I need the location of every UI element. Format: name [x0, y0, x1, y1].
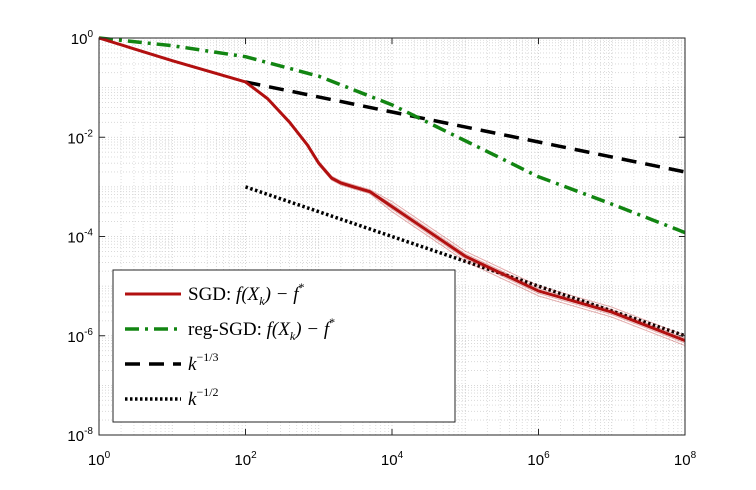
y-tick-label-exponent: 0: [87, 29, 93, 40]
legend-label-part: *: [329, 315, 335, 329]
y-tick-label-exponent: -6: [84, 327, 93, 338]
series-k-1-3-line: [245, 80, 686, 174]
x-tick-labels: 100 102 104 106 108: [88, 450, 697, 469]
x-tick-label-base: 10: [234, 452, 251, 469]
legend-label-part: k: [188, 389, 197, 410]
legend-label-part: reg-SGD:: [188, 319, 267, 340]
y-tick-label-base: 10: [67, 329, 84, 346]
legend-label-part: *: [299, 280, 305, 294]
x-tick-label-base: 10: [527, 452, 544, 469]
y-tick-label-base: 10: [67, 428, 84, 445]
x-tick-label: 106: [527, 450, 550, 469]
y-tick-label: 100: [71, 29, 94, 48]
x-tick-label-exponent: 6: [544, 450, 550, 461]
y-tick-label-exponent: -2: [84, 128, 93, 139]
series-sgd-line: [98, 36, 686, 342]
legend-label-part: f(X: [267, 319, 292, 340]
y-tick-label-base: 10: [67, 130, 84, 147]
y-tick-label-exponent: -4: [84, 228, 93, 239]
series-reg-sgd-line: [98, 36, 686, 235]
y-tick-label-base: 10: [67, 230, 84, 247]
legend-label-part: k: [290, 329, 296, 343]
legend-label: reg-SGD: f(Xk) − f*: [188, 315, 335, 343]
y-tick-label-base: 10: [71, 31, 88, 48]
y-tick-label: 10-4: [67, 228, 93, 247]
legend-label: SGD: f(Xk) − f*: [188, 280, 305, 308]
x-tick-label-exponent: 2: [251, 450, 257, 461]
x-tick-label: 104: [381, 450, 404, 469]
y-tick-label: 10-6: [67, 327, 93, 346]
legend-label-part: ) − f: [264, 284, 302, 305]
legend: SGD: f(Xk) − f*reg-SGD: f(Xk) − f*k−1/3k…: [112, 269, 456, 423]
y-tick-label: 10-8: [67, 426, 93, 445]
x-tick-label: 108: [674, 450, 697, 469]
legend-label: k−1/3: [188, 350, 219, 375]
x-tick-label-exponent: 4: [398, 450, 404, 461]
y-tick-label: 10-2: [67, 128, 93, 147]
y-tick-label-exponent: -8: [84, 426, 93, 437]
x-tick-label-exponent: 0: [105, 450, 111, 461]
x-tick-label-base: 10: [381, 452, 398, 469]
x-tick-label-base: 10: [674, 452, 691, 469]
legend-label-part: k: [188, 354, 197, 375]
x-tick-label-exponent: 8: [691, 450, 697, 461]
legend-label: k−1/2: [188, 385, 219, 410]
x-tick-label: 102: [234, 450, 257, 469]
legend-label-part: SGD:: [188, 284, 236, 305]
legend-label-part: f(X: [236, 284, 261, 305]
x-tick-label: 100: [88, 450, 111, 469]
legend-label-part: −1/2: [196, 385, 218, 399]
legend-label-part: ) − f: [294, 319, 332, 340]
series-layer: [98, 36, 686, 347]
legend-label-part: −1/3: [196, 350, 218, 364]
legend-label-part: k: [259, 294, 265, 308]
x-tick-label-base: 10: [88, 452, 105, 469]
tick-marks: [98, 37, 686, 436]
